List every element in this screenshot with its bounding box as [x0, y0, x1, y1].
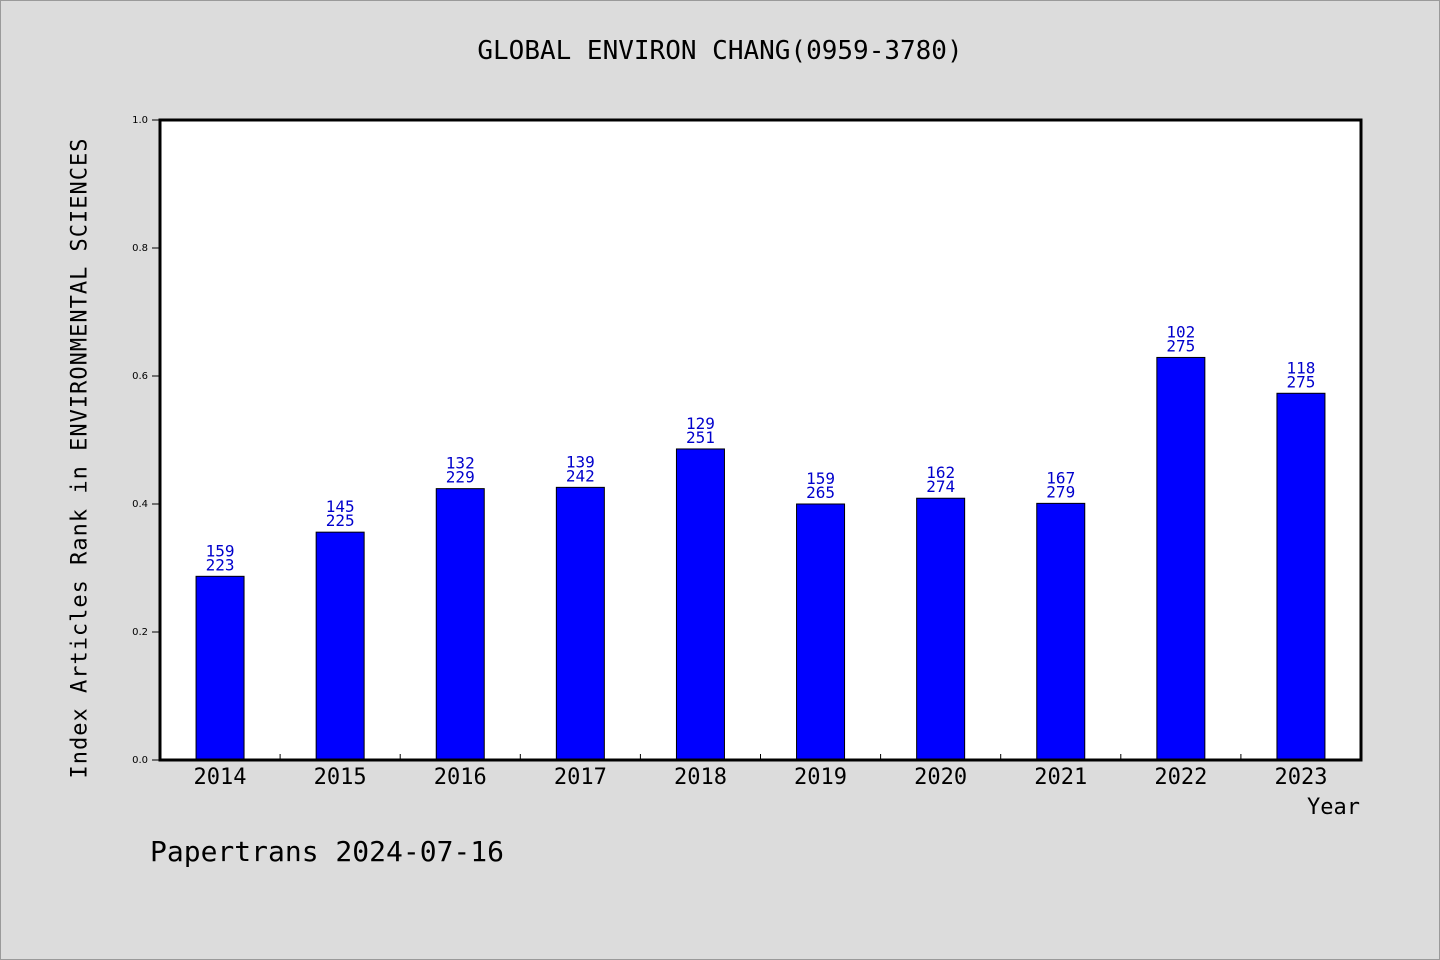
bar: [675, 448, 725, 761]
bar: [195, 575, 245, 761]
data-label-rank: 159: [206, 541, 235, 560]
bar: [796, 503, 846, 761]
data-label-rank: 132: [446, 454, 475, 473]
y-tick-label: 0.2: [132, 627, 148, 638]
data-label-total: 251: [686, 428, 715, 447]
bar: [1036, 502, 1086, 761]
x-tick-label: 2020: [914, 765, 967, 790]
x-tick-label: 2016: [434, 765, 487, 790]
y-tick-label: 0.6: [132, 371, 148, 382]
data-label-rank: 145: [326, 497, 355, 516]
data-label-rank: 129: [686, 414, 715, 433]
bar: [1156, 356, 1206, 761]
data-label-rank: 139: [566, 452, 595, 471]
bar: [916, 497, 966, 761]
data-label-total: 279: [1046, 482, 1075, 501]
x-tick-label: 2014: [194, 765, 247, 790]
y-tick-label: 0.0: [132, 755, 148, 766]
x-tick-label: 2015: [314, 765, 367, 790]
y-tick-label: 0.4: [132, 499, 148, 510]
x-tick-label: 2023: [1274, 765, 1327, 790]
x-tick-label: 2022: [1154, 765, 1207, 790]
data-label-rank: 167: [1046, 468, 1075, 487]
data-label-total: 242: [566, 466, 595, 485]
data-label-rank: 159: [806, 469, 835, 488]
data-label-total: 275: [1286, 372, 1315, 391]
x-tick-label: 2019: [794, 765, 847, 790]
bar: [555, 486, 605, 761]
y-tick-label: 1.0: [132, 115, 148, 126]
data-label-total: 225: [326, 511, 355, 530]
x-tick-label: 2021: [1034, 765, 1087, 790]
data-label-rank: 162: [926, 463, 955, 482]
plot-border: [158, 118, 1363, 762]
data-label-total: 223: [206, 555, 235, 574]
data-label-total: 275: [1166, 336, 1195, 355]
footer-text: Papertrans 2024-07-16: [150, 835, 505, 868]
chart-title: GLOBAL ENVIRON CHANG(0959-3780): [477, 36, 963, 66]
x-tick-label: 2017: [554, 765, 607, 790]
data-label-rank: 102: [1166, 322, 1195, 341]
y-tick-label: 0.8: [132, 243, 148, 254]
data-label-rank: 118: [1286, 358, 1315, 377]
data-label-total: 274: [926, 477, 955, 496]
data-label-total: 265: [806, 483, 835, 502]
bar: [1276, 392, 1326, 761]
x-axis-label: Year: [1307, 795, 1360, 820]
bar: [315, 531, 365, 761]
data-label-total: 229: [446, 468, 475, 487]
x-tick-label: 2018: [674, 765, 727, 790]
bar: [435, 488, 485, 761]
